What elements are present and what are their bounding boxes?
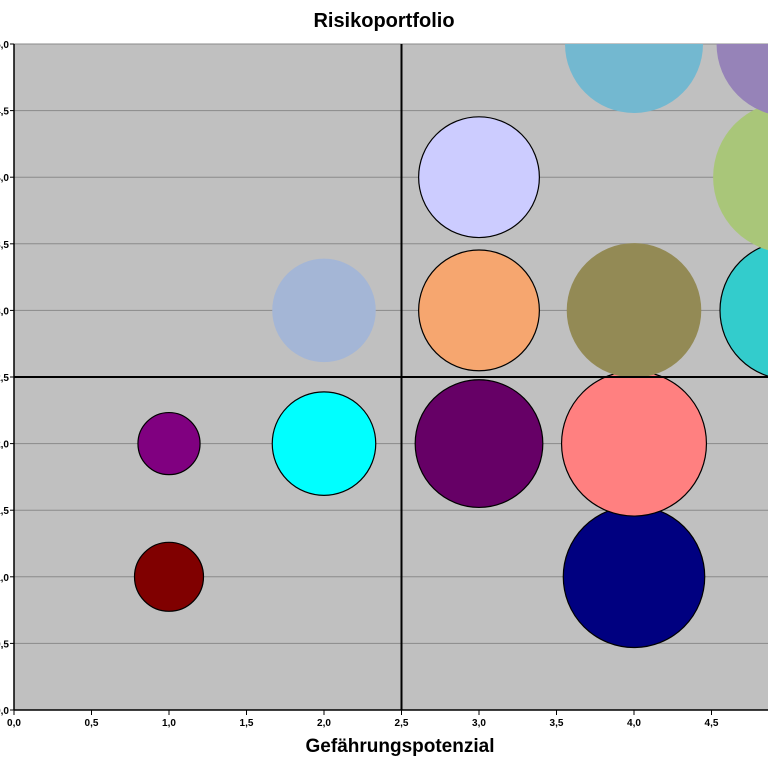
- bubble: [713, 104, 768, 251]
- bubble: [272, 258, 376, 363]
- axes: 0,0 0,5 1,0 1,5 2,0 2,5 3,0 3,5 4,0 4,5 0,0 0,5 1,0 1…: [0, 40, 768, 729]
- y-tick-label: 2,0: [0, 440, 9, 451]
- y-tick-label: 4,5: [0, 107, 9, 118]
- x-tick-label: 4,5: [705, 718, 719, 729]
- bubble: [560, 370, 708, 517]
- bubble: [566, 243, 702, 378]
- y-tick-label: 3,5: [0, 240, 9, 251]
- x-axis-label: Gefährungspotenzial: [305, 736, 495, 757]
- y-tick-label: 1,5: [0, 506, 9, 517]
- x-tick-label: 4,0: [627, 718, 641, 729]
- bubble-layer: [133, 44, 768, 649]
- bubble: [418, 249, 540, 372]
- bubble: [271, 391, 377, 496]
- y-tick-label: 1,0: [0, 573, 9, 584]
- x-tick-label: 2,5: [395, 718, 409, 729]
- x-tick-label: 2,0: [317, 718, 331, 729]
- x-tick-label: 3,5: [550, 718, 564, 729]
- bubble: [562, 505, 706, 649]
- bubble: [418, 116, 540, 239]
- quadrant-lines: [14, 44, 768, 710]
- y-tick-label: 4,0: [0, 173, 9, 184]
- bubble: [565, 44, 703, 113]
- bubble: [137, 411, 201, 476]
- x-tick-label: 0,5: [85, 718, 99, 729]
- x-tick-label: 1,0: [162, 718, 176, 729]
- y-tick-label: 3,0: [0, 306, 9, 317]
- x-tick-label: 0,0: [7, 718, 21, 729]
- x-tick-label: 3,0: [472, 718, 486, 729]
- bubble: [414, 379, 544, 509]
- x-tick-label: 1,5: [240, 718, 254, 729]
- chart-title: Risikoportfolio: [313, 10, 455, 32]
- bubble: [716, 44, 768, 114]
- bubble: [719, 244, 768, 377]
- y-tick-label: 0,0: [0, 706, 9, 717]
- y-tick-label: 2,5: [0, 373, 9, 384]
- y-tick-label: 5,0: [0, 40, 9, 51]
- y-tick-label: 0,5: [0, 639, 9, 650]
- bubble: [133, 541, 205, 612]
